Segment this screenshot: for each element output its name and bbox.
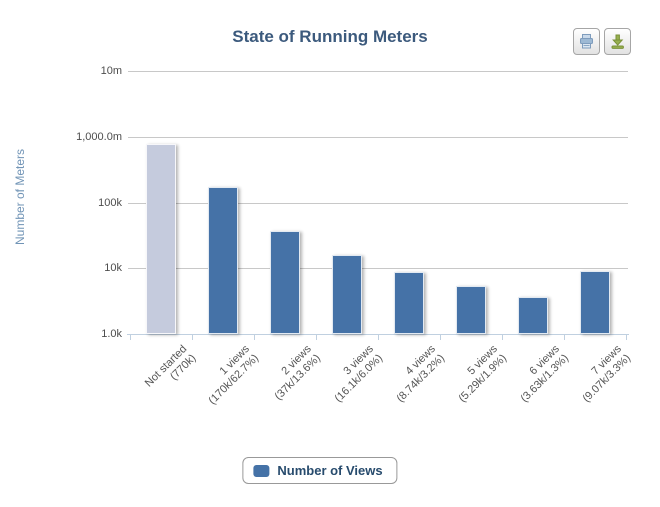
legend-label: Number of Views xyxy=(277,463,383,478)
bar-3-views[interactable] xyxy=(332,255,362,334)
x-axis-tick xyxy=(316,335,317,340)
x-tick-label: 3 views (16.1k/6.0%) xyxy=(332,343,385,405)
x-axis-tick xyxy=(626,335,627,340)
x-tick-label: 6 views (3.63k/1.3%) xyxy=(518,343,571,405)
bar-not-started[interactable] xyxy=(146,144,176,334)
print-chart-button[interactable] xyxy=(573,28,600,55)
y-gridline xyxy=(128,202,628,204)
chart-title: State of Running Meters xyxy=(232,27,428,46)
bar-1-views[interactable] xyxy=(208,187,238,334)
y-axis-title: Number of Meters xyxy=(13,148,27,245)
x-axis-tick xyxy=(502,335,503,340)
plot-area: 10m 1,000.0m 100k 10k 1.0k Number of Meters No… xyxy=(13,65,633,407)
x-axis-tick xyxy=(440,335,441,340)
download-chart-button[interactable] xyxy=(604,28,631,55)
y-tick-label: 1.0k xyxy=(101,328,122,340)
x-tick-label: 1 views (170k/62.7%) xyxy=(205,343,261,407)
legend-swatch xyxy=(253,464,270,477)
y-tick-label: 10k xyxy=(104,262,122,275)
x-tick-label: 5 views (5.29k/1.9%) xyxy=(456,343,509,405)
x-axis-tick xyxy=(192,335,193,340)
x-tick-label: 4 views (8.74k/3.2%) xyxy=(394,343,447,405)
x-axis-line xyxy=(127,334,629,335)
y-tick-label: 10m xyxy=(100,65,122,77)
bar-7-views[interactable] xyxy=(580,271,610,334)
printer-icon xyxy=(578,33,595,50)
x-tick-label: 2 views (37k/13.6%) xyxy=(272,343,323,403)
x-axis-tick xyxy=(254,335,255,340)
bar-6-views[interactable] xyxy=(518,297,548,334)
legend-item-number-of-views[interactable]: Number of Views xyxy=(242,457,398,484)
download-icon xyxy=(609,33,626,50)
y-tick-label: 1,000.0m xyxy=(76,130,122,143)
y-gridline xyxy=(128,136,628,138)
bar-5-views[interactable] xyxy=(456,286,486,334)
y-gridline xyxy=(128,71,628,72)
chart-toolbar xyxy=(573,28,631,55)
x-axis-tick xyxy=(130,335,131,340)
y-tick-label: 100k xyxy=(98,196,122,209)
x-axis-tick xyxy=(378,335,379,340)
y-gridline xyxy=(128,268,628,270)
x-axis-tick xyxy=(564,335,565,340)
bar-2-views[interactable] xyxy=(270,231,300,334)
x-tick-label: 7 views (9.07k/3.3%) xyxy=(580,343,633,405)
bar-4-views[interactable] xyxy=(394,272,424,334)
x-tick-label: Not started (770k) xyxy=(142,343,199,390)
